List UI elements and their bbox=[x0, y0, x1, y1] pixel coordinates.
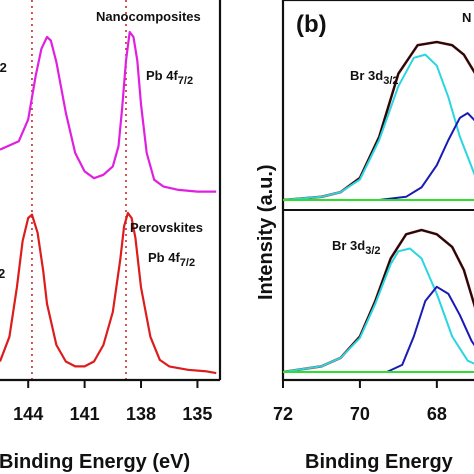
x-tick-label: 141 bbox=[70, 404, 100, 424]
top-fit-curve-2 bbox=[282, 53, 474, 201]
x-tick-label: 70 bbox=[350, 404, 370, 424]
panel-b-top-fit-curves bbox=[282, 40, 474, 202]
perovskites-left-peak-label: 2 bbox=[0, 266, 5, 281]
nanocomposites-line bbox=[0, 30, 217, 193]
top-fit-curve-3 bbox=[283, 112, 474, 201]
top-fit-curve-1 bbox=[282, 41, 474, 201]
br-bottom-peak-label: Br 3d3/2 bbox=[332, 238, 381, 257]
bottom-fit-curve-2 bbox=[282, 247, 474, 373]
panel-b-corner-text: N bbox=[462, 10, 471, 25]
panel-b-x-axis-title: Binding Energy bbox=[305, 451, 454, 473]
br-top-peak-label: Br 3d3/2 bbox=[350, 68, 399, 87]
perovskites-series bbox=[0, 211, 217, 375]
panel-b-bottom-fit-curves bbox=[282, 228, 474, 374]
nanocomposites-series bbox=[0, 30, 217, 193]
perovskites-pb-peak-label: Pb 4f7/2 bbox=[148, 250, 195, 269]
nanocomposites-pb-peak-label: Pb 4f7/2 bbox=[146, 68, 193, 87]
reference-lines bbox=[31, 0, 127, 380]
bottom-fit-curve-3 bbox=[283, 285, 474, 373]
panel-a-x-ticks: 144 141 138 135 bbox=[13, 380, 212, 424]
panel-b: 72 70 68 (b) N Br 3d3/2 Br 3d3/2 Intensity… bbox=[255, 0, 474, 473]
x-tick-label: 68 bbox=[427, 404, 447, 424]
panel-a-x-axis-title: Binding Energy (eV) bbox=[0, 451, 190, 473]
nanocomposites-left-peak-label: /2 bbox=[0, 60, 7, 75]
x-tick-label: 72 bbox=[273, 404, 293, 424]
perovskites-line bbox=[0, 211, 217, 375]
perovskites-label: Perovskites bbox=[130, 220, 203, 235]
top-fit-curve-0 bbox=[282, 40, 474, 202]
x-tick-label: 144 bbox=[13, 404, 43, 424]
panel-b-y-axis-title: Intensity (a.u.) bbox=[255, 164, 277, 300]
panel-b-label: (b) bbox=[296, 11, 327, 38]
panel-b-x-ticks: 72 70 68 bbox=[273, 380, 447, 424]
x-tick-label: 135 bbox=[182, 404, 212, 424]
panel-b-frame bbox=[281, 0, 474, 382]
x-tick-label: 138 bbox=[126, 404, 156, 424]
nanocomposites-label: Nanocomposites bbox=[96, 9, 201, 24]
